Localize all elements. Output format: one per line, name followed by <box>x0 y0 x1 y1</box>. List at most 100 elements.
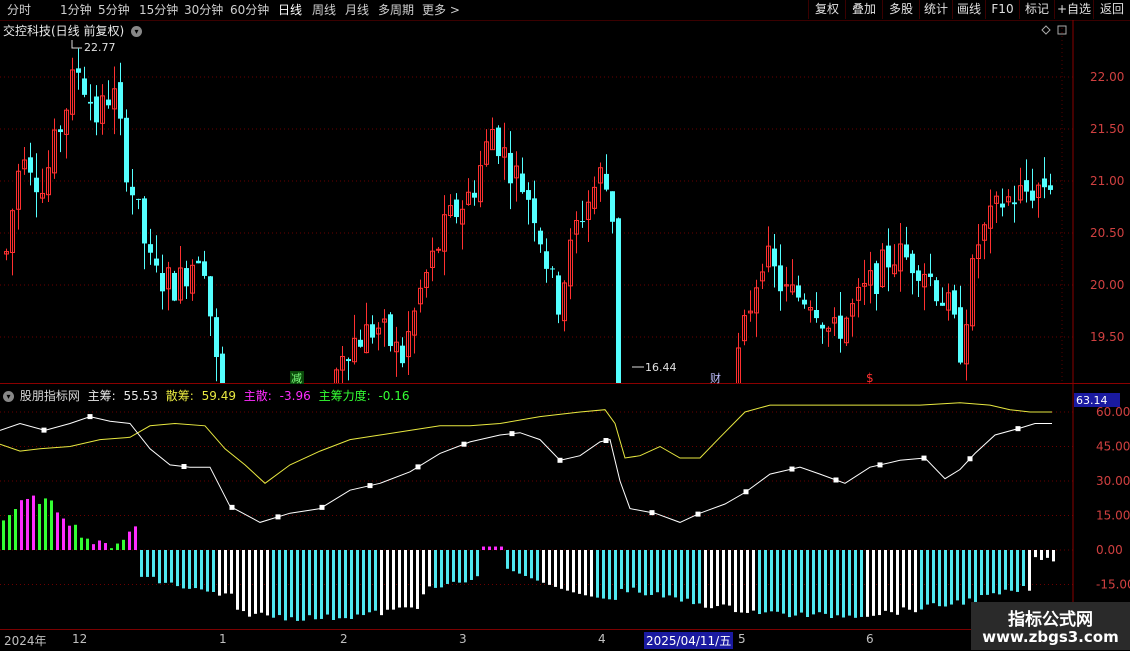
force-bar <box>152 550 155 577</box>
period-tab-60min[interactable]: 60分钟 <box>230 3 270 17</box>
candlestick-chart[interactable]: 22.0021.5021.0020.5020.0019.5019.0018.50… <box>0 20 1130 384</box>
force-bar <box>800 550 803 613</box>
candle-body <box>802 299 807 305</box>
force-bar <box>236 550 239 610</box>
force-bar <box>908 550 911 610</box>
candle-body <box>586 201 591 220</box>
overlay-button[interactable]: 叠加 <box>845 0 882 19</box>
period-tab-5min[interactable]: 5分钟 <box>98 3 130 17</box>
force-bar <box>992 550 995 594</box>
force-bar <box>458 550 461 583</box>
force-bar <box>116 543 119 550</box>
candle-body <box>964 324 969 365</box>
force-bar <box>260 550 263 613</box>
period-tab-monthly[interactable]: 月线 <box>345 3 370 17</box>
main-chips-dot <box>367 483 373 489</box>
candle-body <box>856 286 861 301</box>
period-tab-timeshare[interactable]: 分时 <box>7 3 32 17</box>
candle-body <box>532 198 537 224</box>
candle-body <box>58 129 63 133</box>
candle-body <box>346 359 351 362</box>
candle-body <box>364 324 369 354</box>
candle-body <box>538 230 543 245</box>
force-bar <box>422 550 425 595</box>
date-label-2024: 2024年 <box>4 634 47 648</box>
force-bar <box>188 550 191 589</box>
stock-title: 交控科技(日线 前复权) ▾ <box>3 22 143 39</box>
period-tab-weekly[interactable]: 周线 <box>312 3 337 17</box>
force-bar <box>326 550 329 615</box>
indicator-tick-label: -15.00 <box>1096 578 1130 592</box>
multi-stock-button[interactable]: 多股 <box>882 0 919 19</box>
add-watchlist-button[interactable]: +自选 <box>1054 0 1093 19</box>
indicator-header: ▾ 股朋指标网 主筹: 55.53 散筹: 59.49 主散: -3.96 主筹… <box>3 387 418 404</box>
square-icon[interactable] <box>1057 25 1067 35</box>
date-label-mar: 3 <box>459 632 467 646</box>
period-tab-multi[interactable]: 多周期 <box>378 3 415 17</box>
indicator-toggle-icon[interactable]: ▾ <box>3 391 14 402</box>
force-bar <box>1004 550 1007 590</box>
indicator-name[interactable]: 股朋指标网 <box>19 389 80 403</box>
force-bar <box>860 550 863 617</box>
force-bar <box>122 539 125 550</box>
stats-button[interactable]: 统计 <box>919 0 952 19</box>
candle-body <box>484 141 489 165</box>
force-bar <box>332 550 335 620</box>
candle-body <box>874 263 879 294</box>
force-bar <box>722 550 725 605</box>
force-bar <box>92 544 95 550</box>
candle-body <box>1000 203 1005 208</box>
force-label: 主筹力度: <box>318 389 371 403</box>
mark-button[interactable]: 标记 <box>1019 0 1054 19</box>
candle-body <box>52 129 57 174</box>
period-tab-daily[interactable]: 日线 <box>278 3 303 17</box>
force-bar <box>338 550 341 619</box>
period-tab-15min[interactable]: 15分钟 <box>139 3 179 17</box>
watermark: 指标公式网 www.zbgs3.com <box>971 602 1130 650</box>
finance-report-marker[interactable]: 财 <box>710 371 721 384</box>
diamond-icon[interactable] <box>1041 25 1051 35</box>
force-bar <box>128 531 131 550</box>
f10-button[interactable]: F10 <box>985 0 1019 19</box>
period-tab-30min[interactable]: 30分钟 <box>184 3 224 17</box>
force-bar <box>278 550 281 616</box>
adjust-button[interactable]: 复权 <box>808 0 845 19</box>
period-tab-1min[interactable]: 1分钟 <box>60 3 92 17</box>
force-bar <box>698 550 701 604</box>
dividend-marker[interactable]: $ <box>866 371 874 384</box>
force-bar <box>806 550 809 618</box>
force-bar <box>1022 550 1025 587</box>
back-button[interactable]: 返回 <box>1093 0 1130 19</box>
indicator-tick-label: 45.00 <box>1096 440 1130 454</box>
force-bar <box>14 509 17 550</box>
draw-button[interactable]: 画线 <box>952 0 985 19</box>
force-bar <box>782 550 785 614</box>
period-tab-more[interactable]: 更多 > <box>422 3 460 17</box>
force-bar <box>170 550 173 583</box>
date-label-may: 5 <box>738 632 746 646</box>
force-bar <box>518 550 521 574</box>
force-bar <box>68 525 71 550</box>
force-bar <box>866 550 869 617</box>
force-bar <box>956 550 959 601</box>
title-dropdown-icon[interactable]: ▾ <box>131 26 143 37</box>
main-chips-dot <box>41 427 47 433</box>
candle-body <box>4 251 9 255</box>
force-bar <box>830 550 833 619</box>
indicator-chart[interactable]: 60.00 45.00 30.00 15.00 0.00 -15.00 63.14 <box>0 384 1130 629</box>
force-bar <box>848 550 851 616</box>
candle-body <box>946 292 951 311</box>
force-bar <box>104 543 107 550</box>
price-tick-label: 19.50 <box>1090 330 1124 344</box>
candle-body <box>334 369 339 384</box>
force-bar <box>644 550 647 596</box>
main-chips-dot <box>833 477 839 483</box>
candle-body <box>400 345 405 364</box>
reduce-holding-marker[interactable]: 减 <box>291 372 302 384</box>
main-chips-markers <box>41 414 1021 520</box>
candle-body <box>184 268 189 287</box>
candle-body <box>352 337 357 363</box>
force-bar <box>980 550 983 596</box>
force-bar <box>812 550 815 615</box>
force-bar <box>158 550 161 584</box>
